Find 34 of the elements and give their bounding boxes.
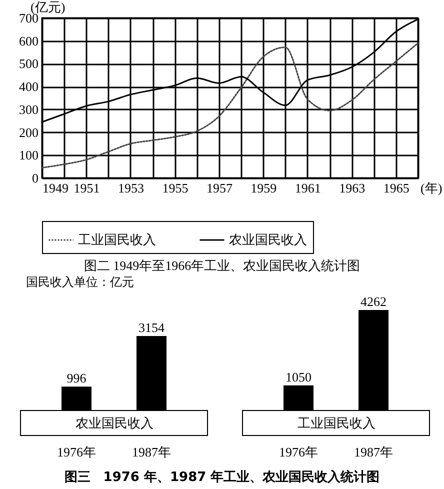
y-tick-label: 600: [19, 33, 38, 48]
text: 国民收入单位：亿元: [26, 274, 134, 291]
y-tick-label: 400: [19, 79, 38, 94]
data-label: 3154: [138, 320, 165, 335]
x-tick-label: 1955: [162, 180, 188, 196]
x-tick-label: 1976年: [279, 444, 318, 460]
x-tick-label: 1959: [250, 180, 277, 196]
x-tick-label: 1976年: [57, 444, 96, 460]
text: 图二 1949年至1966年工业、农业国民收入统计图: [82, 258, 362, 274]
y-tick-label: 0: [32, 170, 38, 186]
x-axis-title: (年): [420, 180, 442, 196]
y-tick-label: 300: [19, 102, 38, 117]
text: 图三 1976 年、1987 年工业、农业国民收入统计图: [63, 468, 381, 486]
x-tick-label: 1951: [74, 180, 100, 196]
x-tick-label: 1987年: [132, 444, 171, 460]
data-label: 1050: [286, 369, 312, 384]
x-tick-label: 1953: [118, 180, 144, 196]
data-label: 4262: [360, 294, 386, 309]
legend-label: 工业国民收入: [78, 232, 156, 247]
y-tick-label: 500: [19, 56, 38, 72]
x-tick-label: 1963: [339, 180, 366, 196]
legend-label: 农业国民收入: [229, 232, 307, 247]
x-axis-title: 农业国民收入: [76, 416, 154, 430]
data-label: 996: [66, 370, 87, 386]
x-tick-label: 1949: [42, 180, 68, 196]
x-axis-title: 工业国民收入: [298, 416, 376, 430]
x-tick-label: 1957: [206, 180, 233, 196]
x-tick-label: 1965: [383, 180, 410, 196]
line-series: [41, 42, 419, 168]
x-tick-label: 1961: [294, 180, 321, 196]
y-tick-label: 200: [19, 124, 38, 140]
y-axis-title: (亿元): [30, 0, 66, 14]
y-tick-label: 100: [19, 148, 38, 163]
x-tick-label: 1987年: [354, 444, 393, 460]
